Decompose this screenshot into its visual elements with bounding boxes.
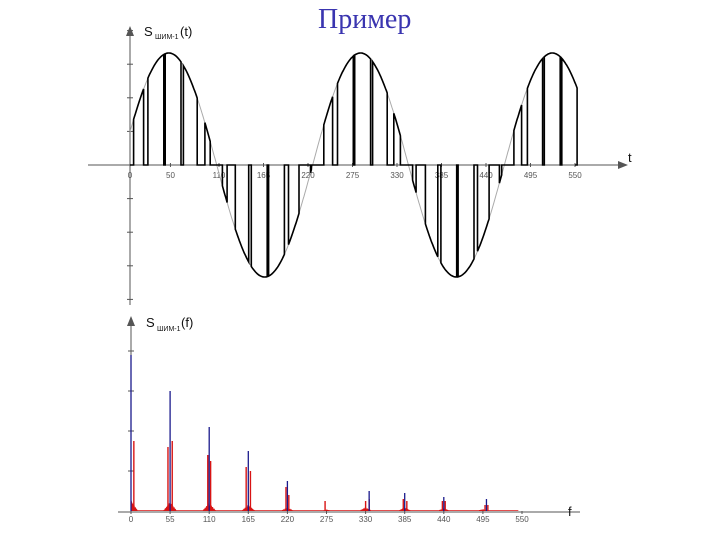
freq-ylabel-main: S	[146, 315, 155, 330]
freq-x-tick-label: 55	[166, 515, 175, 524]
time-x-tick-label: 275	[346, 171, 360, 180]
time-xlabel: t	[628, 150, 632, 165]
time-x-tick-label: 385	[435, 171, 449, 180]
freq-x-tick-label: 495	[476, 515, 490, 524]
freq-x-tick-label: 550	[515, 515, 529, 524]
time-x-tick-label: 330	[390, 171, 404, 180]
time-x-tick-label: 495	[524, 171, 538, 180]
freq-x-tick-label: 165	[242, 515, 256, 524]
pwm-signal-trace	[130, 52, 578, 278]
time-ylabel-arg: (t)	[180, 24, 192, 39]
time-x-tick-label: 550	[568, 171, 582, 180]
freq-x-tick-label: 385	[398, 515, 412, 524]
time-x-tick-label: 165	[257, 171, 271, 180]
time-x-tick-label: 440	[479, 171, 493, 180]
time-x-axis-arrow	[618, 161, 628, 169]
freq-x-tick-label: 220	[281, 515, 295, 524]
time-x-tick-label: 0	[128, 171, 133, 180]
time-ylabel-main: S	[144, 24, 153, 39]
time-x-tick-label: 50	[166, 171, 175, 180]
freq-x-tick-label: 330	[359, 515, 373, 524]
freq-x-tick-label: 440	[437, 515, 451, 524]
freq-xlabel: f	[568, 504, 572, 519]
time-x-tick-label: 220	[301, 171, 315, 180]
freq-x-tick-label: 0	[129, 515, 134, 524]
freq-y-axis-arrow	[127, 316, 135, 326]
freq-ylabel-arg: (f)	[181, 315, 193, 330]
slide-title: Пример	[318, 4, 412, 35]
freq-x-tick-label: 275	[320, 515, 334, 524]
freq-x-tick-label: 110	[203, 515, 216, 524]
freq-ylabel-sub: ШИМ-1	[157, 326, 181, 333]
time-ylabel-sub: ШИМ-1	[155, 34, 179, 41]
